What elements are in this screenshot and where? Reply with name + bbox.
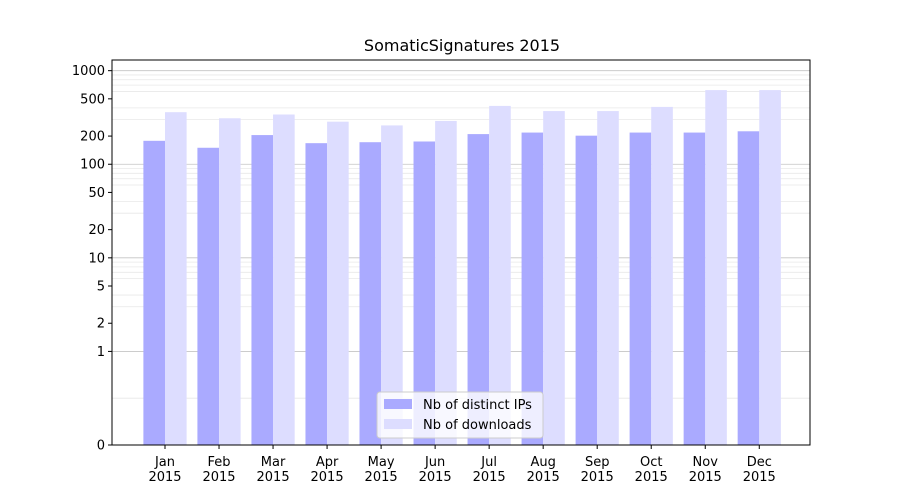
x-tick-label: Mar 2015 <box>257 455 290 485</box>
bar-ips <box>683 132 706 445</box>
bar-ips <box>413 141 436 445</box>
y-tick-label: 50 <box>88 186 105 201</box>
bars <box>143 90 781 446</box>
bar-ips <box>629 132 652 445</box>
bar-downloads <box>543 111 565 445</box>
plot-frame <box>111 59 811 446</box>
y-tick-label: 200 <box>80 130 105 145</box>
x-tick-label: Aug 2015 <box>527 455 560 485</box>
bar-downloads <box>435 120 457 445</box>
bar-ips <box>251 135 274 445</box>
bar-downloads <box>489 105 511 445</box>
bar-downloads <box>597 111 619 445</box>
bar-downloads <box>219 118 241 445</box>
y-tick-label: 5 <box>97 280 105 295</box>
y-tick-label: 10 <box>88 251 105 266</box>
bar-ips <box>467 134 490 446</box>
y-tick-label: 20 <box>88 223 105 238</box>
y-tick-label: 1 <box>97 345 105 360</box>
bar-ips <box>305 143 328 445</box>
x-tick-label: Dec 2015 <box>743 455 776 485</box>
bar-downloads <box>759 90 781 445</box>
legend-label: Nb of downloads <box>423 418 532 433</box>
y-tick-label: 1000 <box>72 64 105 79</box>
bar-downloads <box>165 112 187 445</box>
chart-title: SomaticSignatures 2015 <box>364 36 560 55</box>
y-tick-label: 2 <box>97 317 105 332</box>
x-tick-label: Oct 2015 <box>635 455 668 485</box>
legend-swatch <box>384 419 412 429</box>
x-tick-label: Jan 2015 <box>148 455 181 485</box>
x-tick-label: Jun 2015 <box>419 455 452 485</box>
legend-swatch <box>384 399 412 409</box>
x-tick-label: May 2015 <box>365 455 398 485</box>
bar-ips <box>521 132 544 445</box>
legend-box <box>376 391 544 439</box>
x-tick-label: Jul 2015 <box>473 455 506 485</box>
bar-downloads <box>381 125 403 445</box>
y-tick-label: 500 <box>80 92 105 107</box>
bar-ips <box>359 142 382 445</box>
x-axis: Jan 2015 Feb 2015 Mar 2015 Apr 2015 May 2015 Jun 20… <box>148 445 776 485</box>
y-axis: 0 1 2 5 10 20 50 100 200 500 1000 <box>72 64 112 454</box>
bar-downloads <box>705 90 727 445</box>
bar-ips <box>143 140 165 445</box>
y-tick-label: 0 <box>97 439 105 454</box>
bar-ips <box>197 147 220 445</box>
x-tick-label: Apr 2015 <box>311 455 344 485</box>
bar-downloads <box>651 106 673 445</box>
bar-ips <box>575 135 598 445</box>
bar-ips <box>737 131 760 445</box>
x-tick-label: Sep 2015 <box>581 455 614 485</box>
legend-label: Nb of distinct IPs <box>423 398 532 413</box>
y-tick-label: 100 <box>80 158 105 173</box>
legend: Nb of distinct IPs Nb of downloads <box>376 391 544 439</box>
bar-downloads <box>273 114 295 445</box>
bar-downloads <box>327 121 349 446</box>
x-tick-label: Nov 2015 <box>689 455 722 485</box>
x-tick-label: Feb 2015 <box>202 455 235 485</box>
